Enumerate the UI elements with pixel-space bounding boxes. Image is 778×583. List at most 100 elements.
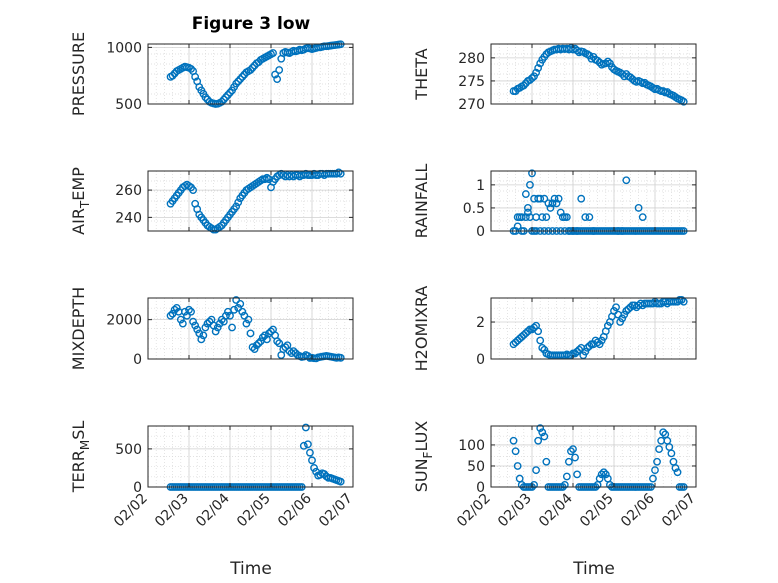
data-point <box>232 79 241 88</box>
data-point <box>238 307 247 316</box>
data-point <box>649 474 657 483</box>
y-axis-label: H2OMIXRA <box>412 286 431 372</box>
data-point <box>226 88 234 97</box>
data-point <box>271 70 279 79</box>
data-point <box>571 453 579 462</box>
series-mixdepth <box>166 296 345 363</box>
data-point <box>281 343 290 352</box>
data-point <box>228 323 236 332</box>
data-point <box>197 335 206 344</box>
data-point <box>217 97 226 106</box>
data-point <box>275 339 284 348</box>
data-point <box>273 75 282 83</box>
data-point <box>601 59 610 68</box>
data-point <box>593 338 602 347</box>
data-point <box>230 305 239 314</box>
data-point <box>597 470 606 479</box>
data-point <box>275 66 284 74</box>
data-point <box>659 428 668 437</box>
data-point <box>221 311 230 320</box>
data-point <box>603 57 612 66</box>
y-tick-label: 1000 <box>106 40 142 56</box>
data-point <box>671 464 680 472</box>
y-tick-label: 50 <box>467 459 485 475</box>
y-tick-label: 500 <box>115 442 142 458</box>
data-point <box>679 97 688 106</box>
data-point <box>519 81 528 90</box>
data-point <box>530 480 538 489</box>
data-point <box>622 176 631 185</box>
data-point <box>306 448 314 457</box>
data-point <box>172 303 181 312</box>
y-tick-label: 100 <box>458 438 485 454</box>
y-axis-label: MIXDEPTH <box>69 287 88 370</box>
data-point <box>526 213 534 222</box>
data-point <box>189 186 198 194</box>
data-point <box>562 213 571 222</box>
y-axis-label: THETA <box>412 48 431 100</box>
data-point <box>244 315 253 324</box>
data-point <box>532 466 540 475</box>
data-point <box>513 222 522 231</box>
data-point <box>185 305 193 314</box>
series-pressure <box>166 40 345 108</box>
y-tick-label: 240 <box>115 210 142 226</box>
data-point <box>320 470 329 478</box>
data-point <box>524 327 532 336</box>
y-axis-label: SUNFLUX <box>412 421 435 493</box>
data-point <box>236 75 245 83</box>
data-point <box>581 213 590 222</box>
axes-box <box>147 425 354 488</box>
y-tick-label: 2 <box>476 315 485 331</box>
y-tick-label: 275 <box>458 74 485 90</box>
data-point <box>655 445 663 454</box>
data-point <box>528 169 536 178</box>
data-point <box>550 194 559 203</box>
x-axis-label-left: Time <box>229 559 272 579</box>
data-point <box>215 319 224 328</box>
data-point <box>248 343 257 352</box>
data-point <box>260 331 269 340</box>
data-point <box>524 204 532 212</box>
data-point <box>651 466 659 475</box>
data-point <box>191 321 200 330</box>
data-point <box>538 213 547 222</box>
data-point <box>673 468 682 477</box>
data-point <box>593 56 602 65</box>
data-point <box>565 457 573 466</box>
data-point <box>536 194 545 203</box>
data-point <box>211 327 220 336</box>
data-point <box>234 303 243 312</box>
data-point <box>544 199 553 208</box>
data-point <box>585 342 594 350</box>
data-point <box>634 204 643 212</box>
data-point <box>534 436 543 445</box>
axes-box <box>490 43 697 105</box>
axes-box <box>490 425 697 488</box>
data-point <box>166 311 175 320</box>
data-point <box>267 327 275 336</box>
y-tick-label: 0 <box>476 352 485 368</box>
data-point <box>258 333 267 342</box>
data-point <box>289 347 298 356</box>
data-point <box>599 468 608 477</box>
subplot-rainfall: 0 0.5 1 RAINFALL <box>412 164 697 240</box>
subplot-h2omixra: 0 2 H2OMIXRA <box>412 286 697 372</box>
data-point <box>250 345 259 354</box>
data-point <box>217 315 226 324</box>
y-tick-label: 260 <box>115 183 142 199</box>
data-point <box>595 474 604 483</box>
y-tick-label: 2000 <box>106 313 142 329</box>
y-tick-label: 0 <box>476 480 485 496</box>
data-point <box>511 447 520 456</box>
data-point <box>569 445 577 454</box>
data-point <box>226 311 234 320</box>
data-point <box>517 213 526 222</box>
data-point <box>601 470 610 479</box>
data-point <box>213 323 222 332</box>
data-point <box>562 472 571 481</box>
data-point <box>170 305 179 314</box>
y-tick-label: 1 <box>476 178 485 194</box>
data-point <box>240 311 249 320</box>
